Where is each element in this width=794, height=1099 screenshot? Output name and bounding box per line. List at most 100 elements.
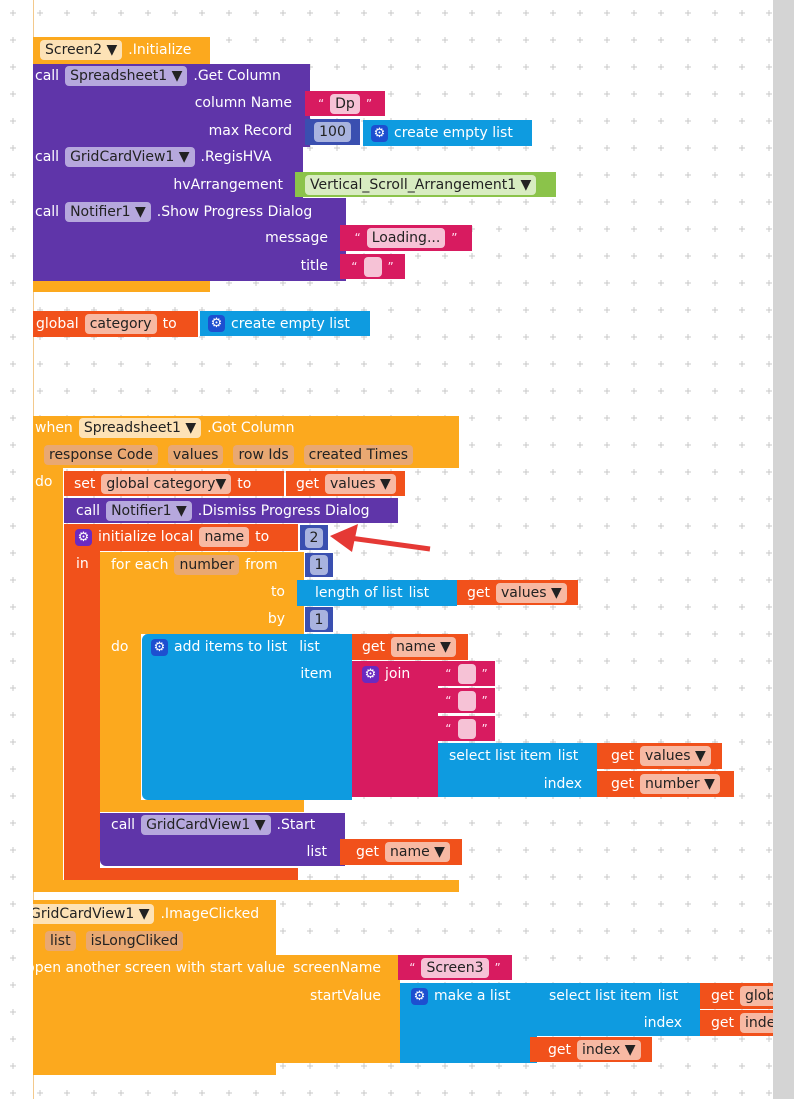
join-block[interactable] <box>352 661 438 797</box>
text-value[interactable] <box>457 718 476 739</box>
component-dropdown[interactable]: Spreadsheet1 ▼ <box>78 418 202 438</box>
gear-icon[interactable]: ⚙ <box>362 665 379 683</box>
number-block[interactable]: 100 <box>305 119 360 145</box>
select-list-item-block[interactable] <box>537 983 700 1036</box>
do-label: do <box>35 474 53 490</box>
get-variable-block[interactable]: get index ▼ <box>530 1037 652 1062</box>
text-block[interactable]: “” <box>438 688 495 713</box>
variable-dropdown[interactable]: global category▼ <box>101 473 232 494</box>
component-dropdown[interactable]: Notifier1 ▼ <box>106 500 192 521</box>
get-variable-block[interactable]: get values ▼ <box>286 471 405 496</box>
get-variable-block[interactable]: get values ▼ <box>457 580 578 605</box>
gear-icon[interactable]: ⚙ <box>151 638 168 656</box>
in-label: in <box>76 556 89 572</box>
component-dropdown[interactable]: Screen2 ▼ <box>40 40 123 60</box>
get-variable-block[interactable]: get global category <box>700 983 773 1009</box>
gear-icon[interactable]: ⚙ <box>208 315 225 332</box>
number-block[interactable]: 1 <box>305 553 333 577</box>
component-name: Notifier1 <box>70 204 131 220</box>
component-name: GridCardView1 <box>70 149 175 165</box>
variable-dropdown[interactable]: values ▼ <box>496 582 567 603</box>
get-variable-block[interactable]: get index <box>700 1010 773 1036</box>
component-dropdown[interactable]: Notifier1 ▼ <box>65 202 151 222</box>
text-value[interactable]: Dp <box>330 93 360 114</box>
get-variable-block[interactable]: get name ▼ <box>352 634 468 660</box>
number-value[interactable]: 100 <box>314 122 351 142</box>
dismiss-progress-call-block[interactable]: call Notifier1 ▼ .Dismiss Progress Dialo… <box>64 498 398 523</box>
get-variable-block[interactable]: get values ▼ <box>597 743 722 769</box>
text-value[interactable] <box>457 690 476 711</box>
component-dropdown[interactable]: GridCardView1 ▼ <box>141 815 271 835</box>
to-keyword: to <box>255 529 270 545</box>
text-block[interactable]: “” <box>438 716 495 741</box>
text-block[interactable]: “Screen3” <box>398 955 512 980</box>
variable-name: global category <box>106 475 216 492</box>
number-value[interactable]: 1 <box>309 609 329 630</box>
length-of-list-block[interactable]: length of list list <box>297 580 457 606</box>
event-param[interactable]: created Times <box>303 445 414 465</box>
text-block[interactable]: “Dp” <box>305 91 385 116</box>
event-param[interactable]: row Ids <box>233 445 294 465</box>
variable-name[interactable]: index <box>740 1013 773 1033</box>
method-name: .Start <box>276 817 316 833</box>
set-variable-block[interactable]: set global category▼ to <box>64 471 284 496</box>
number-value[interactable]: 1 <box>309 555 329 575</box>
number-block[interactable]: 2 <box>300 525 328 550</box>
variable-name[interactable]: number <box>174 555 240 575</box>
number-block[interactable]: 1 <box>305 607 333 632</box>
open-another-screen-label: open another screen with start value <box>33 960 286 976</box>
text-value[interactable]: Screen3 <box>421 957 489 978</box>
event-param[interactable]: values <box>167 445 224 465</box>
number-value[interactable]: 2 <box>304 527 324 548</box>
get-variable-block[interactable]: get number ▼ <box>597 771 734 797</box>
text-block[interactable]: “” <box>340 254 405 279</box>
event-param[interactable]: isLongCliked <box>85 931 184 951</box>
variable-dropdown[interactable]: index ▼ <box>577 1039 641 1060</box>
text-value[interactable] <box>363 256 382 277</box>
create-empty-list-block[interactable]: ⚙ create empty list <box>200 311 370 336</box>
method-name: .RegisHVA <box>200 149 272 165</box>
block-label: add items to list <box>174 639 288 655</box>
global-variable-block[interactable]: global category to <box>33 311 198 337</box>
variable-dropdown[interactable]: name ▼ <box>391 637 456 657</box>
variable-name: values <box>645 748 691 764</box>
get-keyword: get <box>711 988 734 1004</box>
do-label: do <box>111 639 129 655</box>
select-list-item-block[interactable] <box>438 743 597 797</box>
variable-name[interactable]: category <box>84 314 157 334</box>
block-label: select list item <box>549 988 652 1004</box>
text-value[interactable]: Loading... <box>366 228 446 248</box>
event-param[interactable]: response Code <box>44 445 158 465</box>
text-value[interactable] <box>457 663 476 684</box>
global-keyword: global <box>36 316 79 332</box>
variable-dropdown[interactable]: number ▼ <box>640 774 720 794</box>
component-dropdown[interactable]: GridCardView1 ▼ <box>33 904 155 924</box>
call-keyword: call <box>35 68 60 84</box>
gear-icon[interactable]: ⚙ <box>371 124 388 142</box>
component-dropdown[interactable]: Vertical_Scroll_Arrangement1 ▼ <box>305 174 537 195</box>
gear-icon[interactable]: ⚙ <box>75 528 92 546</box>
text-block[interactable]: “Loading...” <box>340 225 472 251</box>
create-empty-list-block[interactable]: ⚙ create empty list <box>363 120 532 146</box>
variable-dropdown[interactable]: values ▼ <box>325 473 396 494</box>
variable-name: values <box>501 584 547 601</box>
component-dropdown[interactable]: Spreadsheet1 ▼ <box>65 66 188 86</box>
variable-name: name <box>390 844 430 860</box>
text-block[interactable]: “” <box>438 661 495 686</box>
variable-dropdown[interactable]: name ▼ <box>385 842 450 862</box>
blocks-workspace[interactable]: Screen2 ▼ .Initialize call Spreadsheet1 … <box>0 0 773 1099</box>
event-param[interactable]: list <box>45 931 76 951</box>
variable-name[interactable]: global category <box>740 986 773 1006</box>
variable-name[interactable]: name <box>199 527 250 547</box>
block-label: create empty list <box>394 125 513 141</box>
get-variable-block[interactable]: get name ▼ <box>340 839 462 865</box>
component-block[interactable]: Vertical_Scroll_Arrangement1 ▼ <box>295 172 556 197</box>
block-label: for each <box>111 557 169 573</box>
vertical-scrollbar[interactable] <box>773 0 794 1099</box>
component-dropdown[interactable]: GridCardView1 ▼ <box>65 147 195 167</box>
variable-name: values <box>330 475 376 492</box>
get-keyword: get <box>356 844 379 860</box>
arg-label: hvArrangement <box>173 177 283 193</box>
variable-dropdown[interactable]: values ▼ <box>640 746 711 766</box>
gear-icon[interactable]: ⚙ <box>411 987 428 1005</box>
